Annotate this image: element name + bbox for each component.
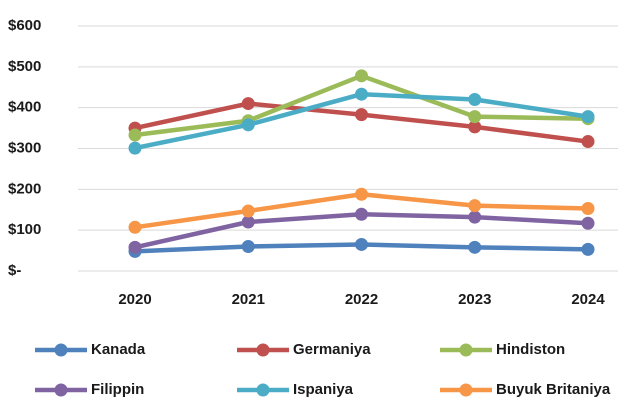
- legend-marker: [54, 383, 68, 397]
- y-tick-label: $-: [8, 262, 21, 279]
- data-point: [355, 187, 368, 201]
- data-point: [128, 240, 142, 254]
- data-point: [241, 204, 255, 218]
- y-tick-label: $100: [8, 221, 41, 238]
- y-tick-label: $200: [8, 180, 41, 197]
- x-tick-label: 2020: [118, 291, 151, 308]
- data-point: [468, 210, 482, 224]
- data-point: [241, 97, 255, 111]
- legend-label: Kanada: [91, 341, 146, 358]
- y-tick-label: $400: [8, 99, 41, 116]
- data-point: [468, 240, 482, 254]
- data-point: [128, 220, 142, 234]
- y-tick-label: $500: [8, 58, 41, 75]
- x-tick-label: 2023: [458, 291, 491, 308]
- data-point: [241, 240, 255, 253]
- data-point: [581, 242, 595, 256]
- data-point: [241, 215, 255, 229]
- legend-marker: [459, 383, 473, 397]
- series-line: [134, 91, 589, 151]
- x-tick-label: 2024: [571, 291, 605, 308]
- legend-label: Filippin: [91, 381, 144, 398]
- legend-label: Hindiston: [496, 341, 565, 358]
- legend-marker: [256, 383, 270, 397]
- data-point: [581, 135, 595, 149]
- y-tick-label: $600: [8, 17, 41, 34]
- legend-marker: [54, 343, 68, 357]
- data-point: [241, 118, 255, 132]
- data-point: [355, 237, 368, 251]
- x-tick-label: 2022: [345, 291, 378, 308]
- legend-marker: [459, 343, 473, 357]
- data-point: [355, 69, 368, 83]
- data-point: [468, 110, 482, 124]
- data-point: [581, 216, 595, 230]
- data-point: [355, 207, 368, 221]
- data-point: [581, 110, 595, 124]
- data-point: [355, 108, 368, 122]
- data-point: [468, 199, 482, 213]
- data-point: [468, 120, 482, 134]
- legend-label: Germaniya: [293, 341, 371, 358]
- legend-label: Buyuk Britaniya: [496, 381, 611, 398]
- y-tick-label: $300: [8, 139, 41, 156]
- data-point: [355, 87, 368, 101]
- legend-label: Ispaniya: [293, 381, 354, 398]
- data-point: [128, 141, 142, 155]
- data-point: [581, 202, 595, 216]
- legend-marker: [256, 343, 270, 357]
- x-tick-label: 2021: [232, 291, 265, 308]
- data-point: [468, 93, 482, 106]
- data-point: [128, 128, 142, 142]
